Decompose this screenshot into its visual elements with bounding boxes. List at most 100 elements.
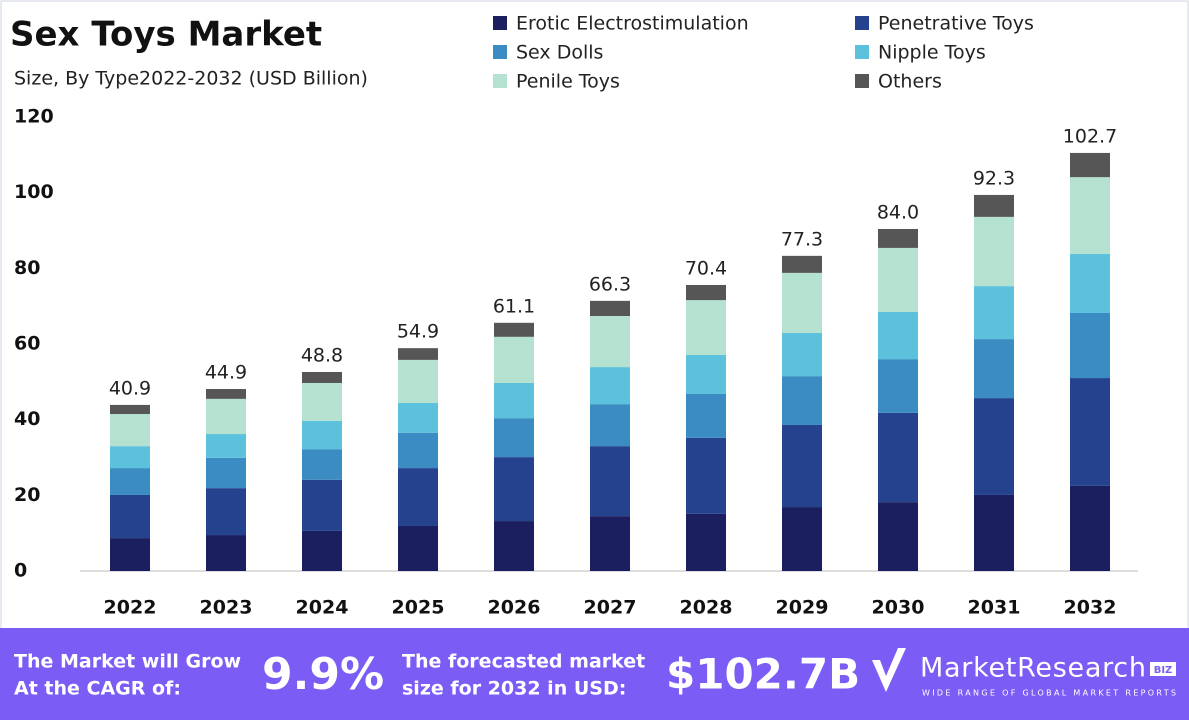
footer-text: The forecasted market <box>402 651 645 673</box>
chart-title: Sex Toys Market <box>10 15 322 55</box>
legend-label: Others <box>878 71 942 93</box>
x-tick-label: 2024 <box>296 597 349 619</box>
x-tick-label: 2026 <box>488 597 541 619</box>
bar-segment <box>398 432 438 469</box>
total-label: 77.3 <box>781 228 823 250</box>
x-tick-label: 2031 <box>968 597 1021 619</box>
footer-text: At the CAGR of: <box>14 678 181 700</box>
footer-text: The Market will Grow <box>14 651 241 673</box>
bar-segment <box>398 468 438 526</box>
bar-segment <box>686 513 726 571</box>
bar-segment <box>974 194 1014 217</box>
bar-segment <box>110 413 150 447</box>
bar-segment <box>782 255 822 273</box>
y-tick-label: 80 <box>14 257 40 279</box>
legend-label: Nipple Toys <box>878 42 986 64</box>
bar-segment <box>302 420 342 450</box>
footer-band <box>0 628 1189 720</box>
total-label: 84.0 <box>877 201 919 223</box>
cagr-value: 9.9% <box>262 649 384 700</box>
legend-swatch <box>855 74 869 88</box>
bar-segment <box>1070 378 1110 486</box>
bar-segment <box>494 457 534 522</box>
bar-segment <box>398 525 438 571</box>
bar-segment <box>206 488 246 536</box>
bar-segment <box>590 367 630 405</box>
legend-swatch <box>493 16 507 30</box>
bar-segment <box>110 446 150 469</box>
footer-text: size for 2032 in USD: <box>402 678 626 700</box>
bar-segment <box>1070 177 1110 254</box>
x-tick-label: 2030 <box>872 597 925 619</box>
bar-segment <box>494 521 534 571</box>
bar-segment <box>782 376 822 425</box>
bar-segment <box>302 371 342 383</box>
bar-segment <box>398 403 438 433</box>
bar-segment <box>494 336 534 383</box>
bar-segment <box>878 311 918 360</box>
bar-segment <box>878 228 918 248</box>
bar-segment <box>302 530 342 571</box>
bar-segment <box>1070 485 1110 571</box>
legend-label: Penetrative Toys <box>878 13 1034 35</box>
bar-segment <box>686 437 726 514</box>
bar-segment <box>398 348 438 360</box>
total-label: 102.7 <box>1063 125 1117 147</box>
x-tick-label: 2028 <box>680 597 733 619</box>
bar-segment <box>206 535 246 571</box>
bar-segment <box>686 300 726 355</box>
bar-segment <box>590 446 630 517</box>
brand-badge <box>1150 662 1176 676</box>
legend-label: Penile Toys <box>516 71 620 93</box>
chart-subtitle: Size, By Type2022-2032 (USD Billion) <box>14 68 368 90</box>
x-tick-label: 2022 <box>104 597 157 619</box>
total-label: 40.9 <box>109 377 151 399</box>
bar-segment <box>878 247 918 312</box>
bar-segment <box>302 382 342 421</box>
total-label: 44.9 <box>205 362 247 384</box>
y-tick-label: 100 <box>14 181 54 203</box>
bar-segment <box>686 284 726 301</box>
bar-segment <box>494 382 534 419</box>
bar-segment <box>206 434 246 458</box>
y-tick-label: 40 <box>14 408 40 430</box>
bar-segment <box>302 479 342 531</box>
y-tick-label: 0 <box>14 560 27 582</box>
x-tick-label: 2032 <box>1064 597 1117 619</box>
total-label: 61.1 <box>493 295 535 317</box>
y-tick-label: 120 <box>14 106 54 128</box>
total-label: 92.3 <box>973 167 1015 189</box>
legend-swatch <box>855 16 869 30</box>
bar-segment <box>686 393 726 438</box>
bar-segment <box>1070 312 1110 379</box>
bar-segment <box>206 457 246 489</box>
y-tick-label: 60 <box>14 333 40 355</box>
bar-segment <box>110 404 150 414</box>
brand-logo <box>872 648 906 692</box>
total-label: 70.4 <box>685 257 727 279</box>
bar-segment <box>110 468 150 495</box>
x-tick-label: 2027 <box>584 597 637 619</box>
bar-segment <box>878 502 918 571</box>
legend-label: Erotic Electrostimulation <box>516 13 749 35</box>
bar-segment <box>494 418 534 458</box>
forecast-value: $102.7B <box>666 650 860 699</box>
x-tick-label: 2023 <box>200 597 253 619</box>
bar-segment <box>782 507 822 571</box>
legend-swatch <box>855 45 869 59</box>
bar-segment <box>302 449 342 480</box>
bar-segment <box>206 398 246 435</box>
bar-segment <box>974 494 1014 571</box>
bar-segment <box>590 316 630 368</box>
bar-segment <box>878 412 918 503</box>
bar-segment <box>110 494 150 539</box>
bar-segment <box>494 322 534 337</box>
bar-segment <box>974 286 1014 340</box>
bar-segment <box>398 359 438 404</box>
bar-segment <box>590 404 630 447</box>
bar-segment <box>590 516 630 571</box>
legend-swatch <box>493 74 507 88</box>
bar-segment <box>974 216 1014 287</box>
